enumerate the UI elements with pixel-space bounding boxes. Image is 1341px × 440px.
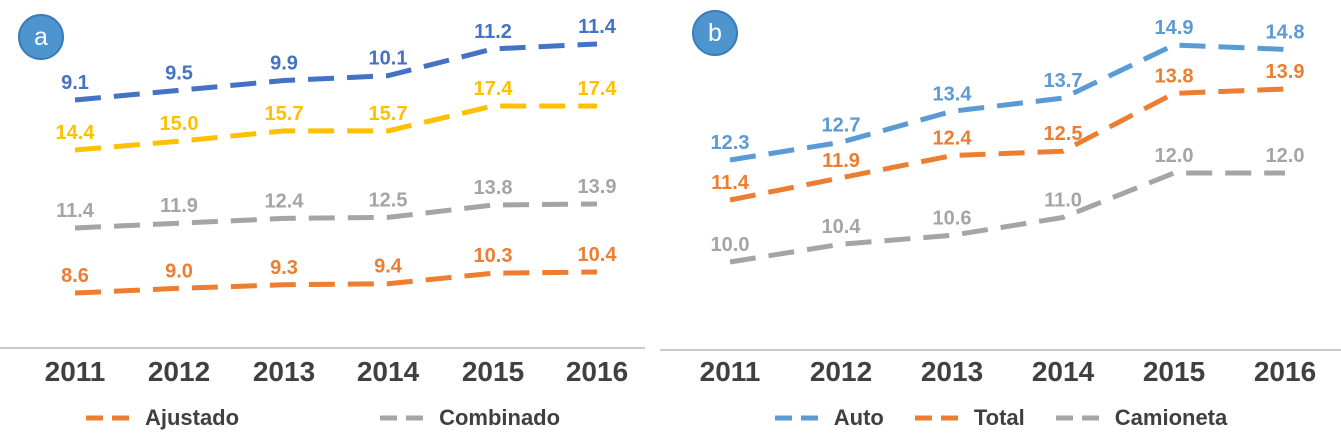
data-label: 10.4 [822, 216, 862, 238]
data-label: 10.3 [474, 245, 513, 267]
data-label: 15.0 [160, 113, 199, 135]
data-label: 11.9 [822, 150, 860, 172]
panel-b-legend: Auto Total Camioneta [660, 398, 1341, 438]
legend-dash-icon [380, 415, 431, 421]
series-line-total [729, 86, 1286, 203]
chart-panel-b: b 12.3 12.7 13.4 13.7 14.9 14.8 11.4 11.9 12.4 12… [660, 0, 1341, 440]
data-label: 9.1 [61, 72, 89, 94]
x-axis-label: 2014 [1031, 356, 1095, 387]
data-label: 11.4 [56, 200, 95, 222]
series-line-auto [729, 42, 1286, 163]
series-line-series-1 [74, 103, 597, 153]
chart-panel-a: a 9.1 9.5 9.9 10.1 11.2 11.4 14.4 15.0 15.7 15.7 1… [0, 0, 645, 440]
panel-a-badge: a [18, 14, 64, 60]
data-label: 8.6 [61, 265, 89, 287]
data-label: 13.4 [933, 83, 973, 105]
data-label: 17.4 [474, 78, 514, 100]
data-label: 13.7 [1044, 70, 1083, 92]
series-line-series-0 [74, 41, 598, 103]
x-axis-label: 2013 [252, 356, 316, 387]
legend-label: Ajustado [144, 405, 240, 430]
legend-dash-icon [914, 415, 965, 421]
x-axis-label: 2012 [147, 356, 211, 387]
panel-a-x-axis: 2011 2012 2013 2014 2015 2016 [0, 356, 645, 394]
x-axis-label: 2015 [1142, 356, 1206, 387]
legend-label: Camioneta [1114, 405, 1228, 430]
data-label: 15.7 [265, 103, 304, 125]
legend-label: Total [973, 405, 1025, 430]
data-label: 12.0 [1266, 145, 1305, 167]
data-label: 12.4 [933, 128, 973, 150]
data-label: 10.1 [369, 48, 408, 70]
data-label: 10.6 [933, 207, 972, 229]
panel-a-badge-letter: a [34, 22, 48, 51]
data-label: 9.5 [165, 62, 193, 84]
legend-item-ajustado: Ajustado [85, 405, 239, 431]
data-label: 12.7 [822, 114, 861, 136]
legend-dash-icon [774, 415, 825, 421]
legend-item-auto: Auto [774, 405, 884, 431]
data-label: 10.4 [578, 244, 618, 266]
x-axis-label: 2013 [920, 356, 984, 387]
panel-b-badge: b [692, 10, 738, 56]
data-label: 9.9 [270, 53, 298, 75]
data-label: 12.4 [265, 190, 305, 212]
x-axis-label: 2012 [809, 356, 873, 387]
data-label: 15.7 [369, 103, 408, 125]
x-axis-label: 2014 [356, 356, 420, 387]
data-label: 9.4 [374, 256, 403, 278]
x-axis-label: 2015 [461, 356, 525, 387]
legend-item-camioneta: Camioneta [1055, 405, 1227, 431]
data-label: 11.4 [711, 172, 750, 194]
data-label: 9.0 [165, 260, 193, 282]
panel-a-legend: Ajustado Combinado [0, 398, 645, 438]
data-label: 11.2 [474, 21, 512, 43]
legend-item-total: Total [914, 405, 1025, 431]
x-axis-label: 2016 [565, 356, 629, 387]
data-label: 13.9 [578, 176, 617, 198]
series-line-ajustado [74, 269, 598, 296]
legend-item-combinado: Combinado [379, 405, 560, 431]
panel-b-x-axis: 2011 2012 2013 2014 2015 2016 [660, 356, 1341, 394]
data-label: 14.4 [56, 122, 96, 144]
panel-a-plot-area: 9.1 9.5 9.9 10.1 11.2 11.4 14.4 15.0 15.7 15.7 17.… [0, 16, 645, 349]
data-label: 13.9 [1266, 61, 1305, 83]
data-label: 11.4 [578, 16, 617, 38]
data-label: 9.3 [270, 257, 298, 279]
data-label: 12.3 [711, 132, 750, 154]
data-label: 14.9 [1155, 17, 1194, 39]
data-label: 17.4 [578, 78, 618, 100]
data-label: 11.9 [160, 195, 198, 217]
data-label: 12.0 [1155, 145, 1194, 167]
data-label: 10.0 [711, 234, 750, 256]
data-label: 12.5 [1044, 123, 1083, 145]
data-label: 13.8 [474, 177, 513, 199]
panel-b-plot-area: 12.3 12.7 13.4 13.7 14.9 14.8 11.4 11.9 12.4 12.5… [660, 17, 1341, 351]
legend-dash-icon [85, 415, 136, 421]
legend-dash-icon [1055, 415, 1106, 421]
x-axis-label: 2016 [1253, 356, 1317, 387]
x-axis-label: 2011 [699, 356, 761, 387]
data-label: 12.5 [369, 189, 408, 211]
data-label: 14.8 [1266, 21, 1305, 43]
legend-label: Auto [833, 405, 884, 430]
data-label: 13.8 [1155, 65, 1194, 87]
series-line-combinado [74, 201, 598, 231]
series-line-camioneta [729, 170, 1285, 265]
x-axis-label: 2011 [44, 356, 106, 387]
legend-label: Combinado [439, 405, 561, 430]
panel-b-badge-letter: b [708, 18, 722, 47]
data-label: 11.0 [1044, 190, 1082, 212]
